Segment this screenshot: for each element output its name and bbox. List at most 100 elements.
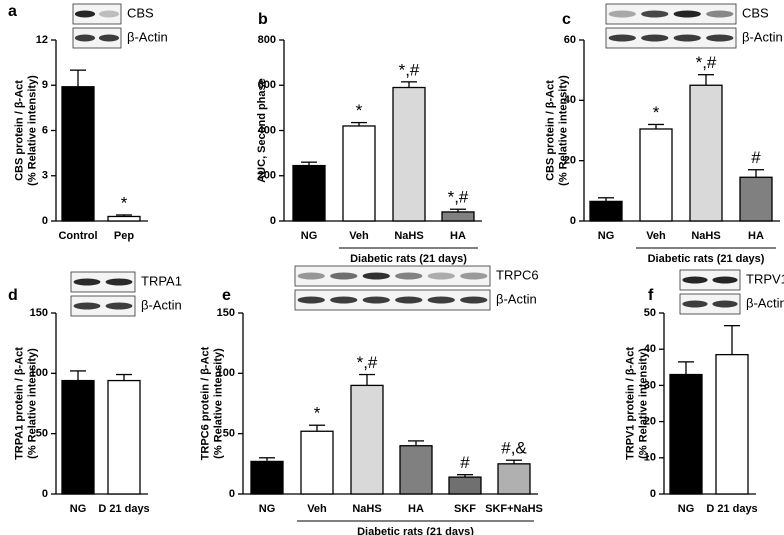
x-tick-label: D 21 days (706, 503, 757, 515)
y-tick-label: 50 (644, 307, 656, 319)
y-tick-label: 150 (30, 307, 48, 319)
blot-band (673, 34, 701, 42)
blot-band (362, 296, 390, 304)
blot-label: β-Actin (746, 295, 784, 310)
bar (350, 384, 384, 495)
y-axis-label: (% Relative intensity) (212, 348, 224, 459)
blot-band (460, 272, 488, 280)
blot-image (679, 293, 741, 315)
blot-label: β-Actin (127, 29, 168, 44)
bar (61, 379, 95, 495)
bar (292, 164, 326, 222)
blot-band (73, 302, 101, 310)
blot-band (297, 296, 325, 304)
blot-image (294, 289, 491, 311)
x-tick-label: HA (450, 230, 466, 242)
y-tick-label: 0 (42, 488, 48, 500)
blot-band (460, 296, 488, 304)
blot-image (294, 265, 491, 287)
y-axis-label: (% Relative intensity) (637, 348, 649, 459)
blot-band (706, 34, 734, 42)
x-tick-label: D 21 days (98, 503, 149, 515)
y-tick-label: 400 (258, 124, 276, 136)
significance-label: * (653, 103, 660, 122)
bar (739, 176, 773, 222)
x-tick-label: SKF (454, 503, 476, 515)
y-tick-label: 20 (644, 416, 656, 428)
blot-label: β-Actin (496, 291, 537, 306)
blot-band (641, 34, 669, 42)
blot-image (72, 3, 122, 25)
y-tick-label: 600 (258, 79, 276, 91)
y-axis-label: CBS protein / β-Act (13, 80, 25, 181)
blot-band (712, 276, 738, 284)
blot-band (362, 272, 390, 280)
blot-band (395, 272, 423, 280)
y-tick-label: 800 (258, 34, 276, 46)
blot-band (395, 296, 423, 304)
blot-band (641, 10, 669, 18)
x-tick-label: Veh (307, 503, 327, 515)
blot-band (682, 300, 708, 308)
blot-band (105, 278, 133, 286)
blot-image (70, 295, 136, 317)
panel-letter: a (8, 3, 17, 20)
x-tick-label: HA (748, 230, 764, 242)
bar (715, 353, 749, 495)
y-tick-label: 9 (42, 79, 48, 91)
y-axis-label: (% Relative intensity) (557, 75, 569, 186)
x-tick-label: NG (70, 503, 87, 515)
bar (399, 445, 433, 495)
bar (250, 460, 284, 495)
x-tick-label: Veh (646, 230, 666, 242)
bar (300, 430, 334, 495)
blot-band (673, 10, 701, 18)
y-tick-label: 60 (564, 34, 576, 46)
blot-image (72, 27, 122, 49)
y-axis-label: CBS protein / β-Act (544, 80, 556, 181)
blot-band (297, 272, 325, 280)
blot-image (70, 271, 136, 293)
y-tick-label: 30 (644, 379, 656, 391)
blot-band (608, 10, 636, 18)
bar (107, 215, 141, 222)
x-tick-label: NG (678, 503, 695, 515)
significance-label: # (751, 148, 761, 167)
blot-band (427, 296, 455, 304)
y-tick-label: 40 (564, 94, 576, 106)
y-tick-label: 0 (42, 215, 48, 227)
y-tick-label: 50 (36, 428, 48, 440)
bar (689, 84, 723, 222)
bar (639, 128, 673, 222)
blot-band (105, 302, 133, 310)
bar (669, 373, 703, 495)
y-tick-label: 0 (270, 215, 276, 227)
significance-label: #,& (501, 439, 527, 458)
blot-label: CBS (127, 5, 154, 20)
blot-band (330, 296, 358, 304)
x-tick-label: SKF+NaHS (485, 503, 543, 515)
blot-label: CBS (742, 5, 769, 20)
blot-band (682, 276, 708, 284)
bar (441, 211, 475, 222)
blot-band (712, 300, 738, 308)
y-tick-label: 0 (650, 488, 656, 500)
significance-label: *,# (696, 53, 717, 72)
y-axis-label: TRPC6 protein / β-Act (199, 346, 211, 460)
blot-band (74, 10, 96, 18)
y-tick-label: 150 (217, 307, 235, 319)
y-tick-label: 40 (644, 343, 656, 355)
significance-label: *,# (399, 60, 420, 79)
significance-label: * (314, 404, 321, 423)
blot-label: TRPC6 (496, 267, 539, 282)
bar (448, 476, 482, 495)
y-tick-label: 0 (570, 215, 576, 227)
blot-image (679, 269, 741, 291)
x-tick-label: NaHS (352, 503, 381, 515)
bar (392, 86, 426, 222)
x-tick-label: HA (408, 503, 424, 515)
blot-label: β-Actin (141, 297, 182, 312)
y-axis-label: TRPV1 protein / β-Act (624, 347, 636, 460)
group-label: Diabetic rats (21 days) (357, 526, 474, 535)
significance-label: # (460, 453, 470, 472)
